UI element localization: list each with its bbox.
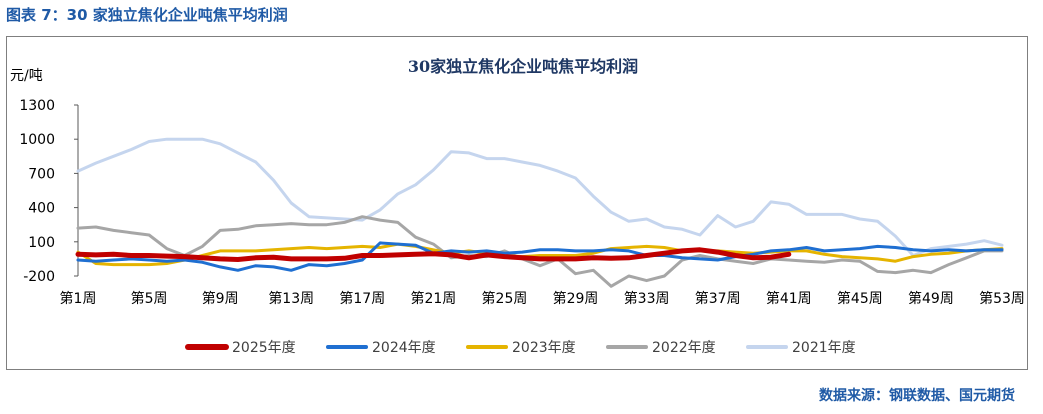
x-tick-label: 第33周 bbox=[624, 290, 670, 307]
x-tick-label: 第5周 bbox=[131, 290, 168, 307]
y-tick-label: 1000 bbox=[19, 132, 55, 148]
y-tick-label: 100 bbox=[28, 235, 55, 251]
y-axis: -200 100 400 700 1000 1300 bbox=[19, 98, 79, 285]
y-tick-label: -200 bbox=[23, 269, 55, 285]
x-tick-label: 第29周 bbox=[553, 290, 599, 307]
x-tick-label: 第37周 bbox=[695, 290, 741, 307]
x-tick-label: 第17周 bbox=[339, 290, 385, 307]
chart-frame bbox=[6, 36, 1028, 370]
x-axis: 第1周 第5周 第9周 第13周 第17周 第21周 第25周 第29周 第33周 第37周 第41… bbox=[60, 290, 1025, 307]
legend-label: 2021年度 bbox=[792, 340, 856, 356]
chart-title: 30家独立焦化企业吨焦平均利润 bbox=[408, 57, 638, 76]
source-note: 数据来源：钢联数据、国元期货 bbox=[819, 388, 1015, 404]
series-line-2025年度 bbox=[75, 247, 792, 262]
y-axis-label: 元/吨 bbox=[10, 68, 43, 84]
series-line-2023年度 bbox=[76, 242, 1004, 267]
x-tick-label: 第49周 bbox=[908, 290, 954, 307]
legend-label: 2025年度 bbox=[232, 340, 296, 356]
x-tick-label: 第41周 bbox=[766, 290, 812, 307]
y-tick-label: 700 bbox=[28, 166, 55, 182]
x-tick-label: 第13周 bbox=[268, 290, 314, 307]
y-tick-label: 1300 bbox=[19, 98, 55, 114]
plot-area bbox=[75, 137, 1004, 288]
series-line-2021年度 bbox=[76, 137, 1004, 257]
y-tick-label: 400 bbox=[28, 201, 55, 217]
x-tick-label: 第9周 bbox=[202, 290, 239, 307]
figure-title: 图表 7：30 家独立焦化企业吨焦平均利润 bbox=[6, 6, 288, 24]
series-line-2022年度 bbox=[76, 215, 1004, 288]
x-tick-label: 第53周 bbox=[979, 290, 1025, 307]
legend-label: 2022年度 bbox=[652, 340, 716, 356]
x-tick-label: 第45周 bbox=[837, 290, 883, 307]
x-tick-label: 第21周 bbox=[410, 290, 456, 307]
x-tick-label: 第1周 bbox=[60, 290, 97, 307]
legend-label: 2024年度 bbox=[372, 340, 436, 356]
legend-label: 2023年度 bbox=[512, 340, 576, 356]
legend: 2025年度 2024年度 2023年度 2022年度 2021年度 bbox=[185, 340, 856, 356]
series-line-2024年度 bbox=[76, 241, 1004, 272]
x-tick-label: 第25周 bbox=[482, 290, 528, 307]
